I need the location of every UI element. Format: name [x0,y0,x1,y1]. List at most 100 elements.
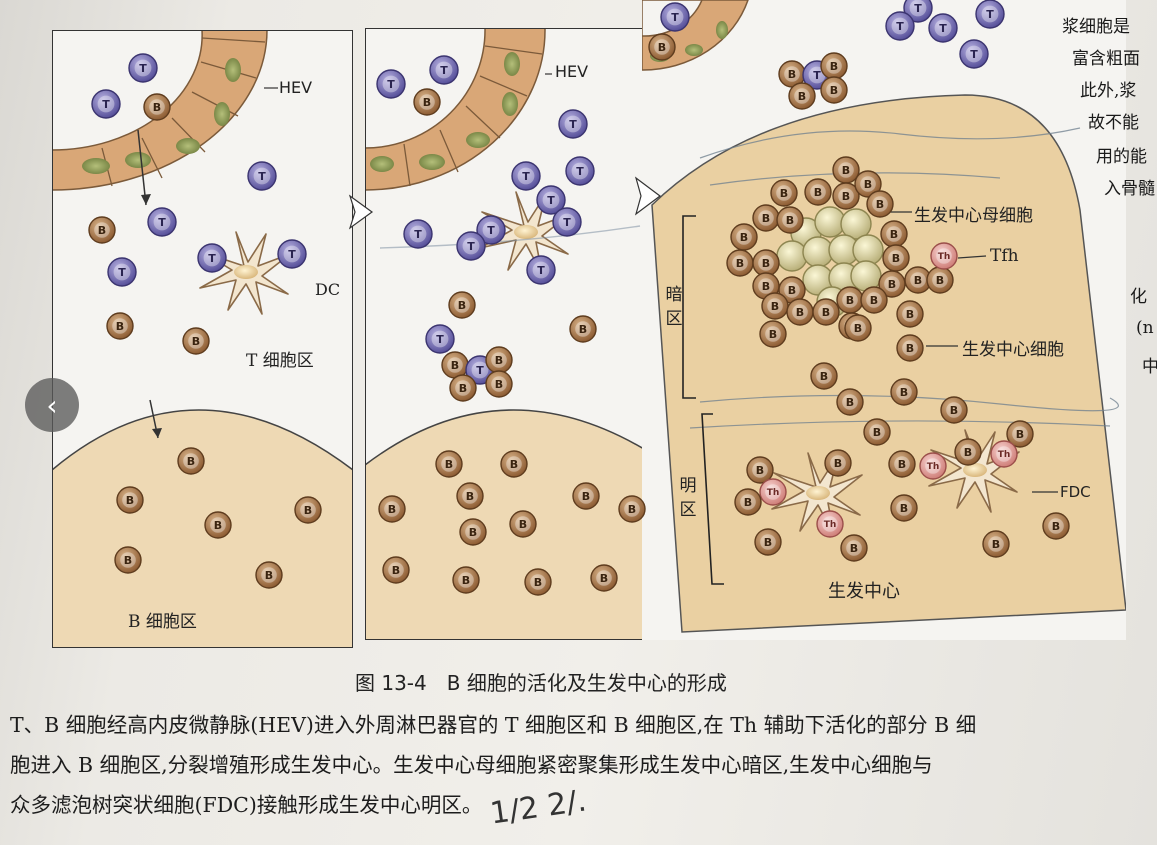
light-zone-label: 明区 [679,476,697,520]
svg-text:B: B [892,252,900,265]
b-cell: B [940,396,968,424]
svg-text:B: B [870,294,878,307]
b-cell: B [954,438,982,466]
centroblast-cell [850,260,882,292]
svg-text:B: B [796,306,804,319]
svg-text:B: B [519,518,527,531]
svg-text:B: B [628,503,636,516]
svg-text:B: B [854,322,862,335]
svg-text:T: T [139,62,147,75]
hev-label-2: HEV [555,62,589,81]
b-cell: B [754,528,782,556]
svg-text:T: T [387,78,395,91]
svg-text:B: B [864,178,872,191]
side-text-7: 化 [1130,287,1147,307]
body-line-1: T、B 细胞经高内皮微静脉(HEV)进入外周淋巴器官的 T 细胞区和 B 细胞区… [10,713,977,737]
t-zone-label: T 细胞区 [246,351,314,371]
svg-text:T: T [440,64,448,77]
svg-text:B: B [1016,428,1024,441]
svg-text:B: B [495,378,503,391]
svg-text:T: T [258,170,266,183]
svg-text:B: B [798,90,806,103]
centrocyte-label: 生发中心细胞 [962,340,1064,360]
previous-image-button[interactable]: ‹ [25,378,79,432]
b-cell: B [106,312,134,340]
svg-text:B: B [582,490,590,503]
svg-text:B: B [445,458,453,471]
t-cell: T [91,89,121,119]
svg-text:T: T [671,11,679,24]
b-cell: B [500,450,528,478]
t-cell: T [147,207,177,237]
svg-text:B: B [744,496,752,509]
svg-text:T: T [970,48,978,61]
b-cell: B [435,450,463,478]
svg-text:B: B [579,323,587,336]
svg-text:T: T [939,22,947,35]
svg-text:B: B [736,257,744,270]
svg-text:B: B [786,214,794,227]
t-cell: T [429,55,459,85]
t-cell: T [959,39,989,69]
b-cell: B [485,346,513,374]
svg-text:B: B [466,490,474,503]
b-cell: B [863,418,891,446]
svg-text:B: B [600,572,608,585]
svg-text:B: B [992,538,1000,551]
svg-text:B: B [116,320,124,333]
b-cell: B [413,88,441,116]
t-cell: T [128,53,158,83]
svg-text:B: B [846,294,854,307]
dark-zone-label: 暗区 [665,285,683,329]
svg-text:B: B [769,328,777,341]
b-cell: B [786,298,814,326]
svg-text:B: B [900,386,908,399]
b-cell: B [804,178,832,206]
t-cell: T [552,207,582,237]
svg-text:T: T [118,266,126,279]
svg-text:B: B [658,41,666,54]
svg-text:B: B [873,426,881,439]
t-cell: T [565,156,595,186]
side-text-3: 此外,浆 [1080,81,1137,101]
t-cell: T [660,2,690,32]
b-cell: B [778,276,806,304]
b-cell: B [820,76,848,104]
chevron-left-icon: ‹ [46,388,58,422]
b-cell: B [776,206,804,234]
svg-text:B: B [876,198,884,211]
body-line-2: 胞进入 B 细胞区,分裂增殖形成生发中心。生发中心母细胞紧密聚集形成生发中心暗区… [10,753,933,777]
tfh-cell: Th [930,242,958,270]
b-cell: B [204,511,232,539]
b-cell: B [116,486,144,514]
svg-text:T: T [522,170,530,183]
svg-text:B: B [304,504,312,517]
svg-text:T: T [487,224,495,237]
svg-text:T: T [414,228,422,241]
side-text-4: 故不能 [1088,113,1139,133]
svg-text:T: T [569,118,577,131]
b-cell: B [878,270,906,298]
b-cell: B [569,315,597,343]
t-cell: T [885,11,915,41]
svg-text:B: B [495,354,503,367]
svg-text:T: T [563,216,571,229]
svg-text:T: T [986,8,994,21]
dc-label: DC [315,280,341,299]
tfh-cell: Th [759,478,787,506]
b-cell: B [982,530,1010,558]
germinal-center-label: 生发中心 [828,581,900,602]
b-cell: B [255,561,283,589]
b-cell: B [752,249,780,277]
svg-text:B: B [830,60,838,73]
b-cell: B [294,496,322,524]
svg-text:B: B [814,186,822,199]
b-cell: B [572,482,600,510]
b-cell: B [824,449,852,477]
b-cell: B [452,566,480,594]
b-cell: B [836,388,864,416]
svg-text:T: T [288,248,296,261]
svg-text:B: B [459,382,467,395]
t-cell: T [376,69,406,99]
side-text-2: 富含粗面 [1072,49,1140,69]
